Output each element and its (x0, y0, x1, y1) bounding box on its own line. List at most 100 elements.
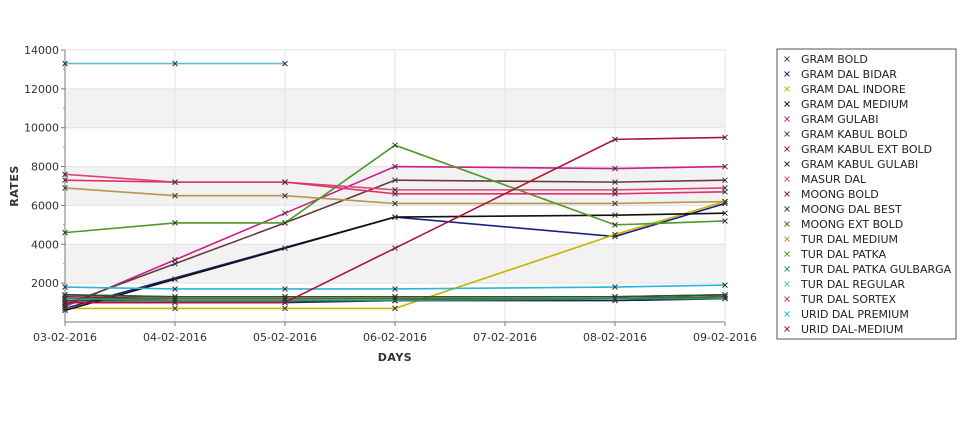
legend-label: GRAM GULABI (801, 113, 879, 126)
legend-label: MOONG DAL BEST (801, 203, 902, 216)
legend-marker (784, 176, 790, 182)
data-point-marker (282, 286, 288, 292)
data-point-marker (172, 179, 178, 185)
data-point-marker (612, 212, 618, 218)
data-point-marker (282, 192, 288, 199)
legend-label: MOONG BOLD (801, 188, 879, 201)
data-point-marker (172, 260, 178, 267)
series-tur-dal-regular (62, 60, 288, 67)
y-tick-label: 4000 (31, 238, 59, 251)
data-point-marker (392, 286, 398, 292)
legend-label: GRAM KABUL GULABI (801, 158, 918, 171)
data-point-marker (392, 214, 398, 220)
data-point-marker (172, 220, 178, 226)
data-point-marker (392, 163, 398, 170)
data-point-marker (392, 190, 398, 197)
series-tur-dal-patka (62, 142, 728, 236)
data-point-marker (62, 177, 68, 184)
data-point-marker (612, 295, 618, 302)
legend-marker (784, 131, 790, 137)
series-line (64, 179, 726, 306)
data-point-marker (282, 299, 288, 306)
y-tick-label: 8000 (31, 161, 59, 174)
data-point-marker (62, 60, 68, 67)
series-line (64, 284, 726, 290)
legend-label: GRAM KABUL BOLD (801, 128, 908, 141)
data-point-marker (722, 295, 728, 302)
legend-marker (784, 116, 790, 122)
legend-marker (784, 251, 790, 257)
data-point-marker (722, 188, 728, 195)
x-tick-label: 06-02-2016 (363, 331, 427, 344)
data-point-marker (62, 185, 68, 191)
legend-label: TUR DAL PATKA (800, 248, 887, 261)
series-line (65, 200, 726, 310)
data-point-marker (612, 200, 618, 207)
legend-box (776, 48, 957, 340)
legend-label: TUR DAL MEDIUM (800, 233, 898, 246)
series-line (64, 202, 726, 310)
data-point-marker (392, 297, 398, 304)
y-tick-label: 2000 (31, 277, 59, 290)
y-tick-label: 14000 (24, 44, 59, 57)
data-point-marker (612, 179, 618, 185)
legend-marker (784, 86, 790, 92)
data-point-marker (392, 142, 398, 149)
legend-label: MOONG EXT BOLD (801, 218, 903, 231)
series-gram-gulabi (62, 163, 728, 310)
legend-label: GRAM BOLD (801, 53, 868, 66)
y-axis-title: RATES (8, 165, 21, 207)
x-axis-title: DAYS (378, 351, 412, 364)
legend-label: GRAM KABUL EXT BOLD (801, 143, 932, 156)
legend-marker (784, 266, 790, 272)
legend-marker (784, 296, 790, 302)
data-point-marker (282, 179, 288, 185)
x-tick-label: 09-02-2016 (693, 331, 757, 344)
data-point-marker (282, 60, 288, 67)
data-point-marker (62, 284, 68, 290)
legend-label: MASUR DAL (801, 173, 867, 186)
data-point-marker (612, 222, 618, 228)
y-tick-label: 10000 (24, 122, 59, 135)
data-point-marker (612, 190, 618, 197)
series-line (64, 173, 726, 191)
legend-marker (784, 281, 790, 287)
data-point-marker (612, 284, 618, 290)
series-line (64, 297, 725, 302)
data-point-marker (172, 276, 178, 283)
legend-label: URID DAL PREMIUM (801, 308, 909, 321)
y-tick-label: 12000 (24, 83, 59, 96)
legend-label: GRAM DAL INDORE (801, 83, 906, 96)
legend-label: GRAM DAL BIDAR (801, 68, 897, 81)
data-point-marker (392, 305, 398, 312)
legend-marker (784, 71, 790, 77)
legend: GRAM BOLD GRAM DAL BIDAR GRAM DAL INDORE GR… (776, 48, 957, 340)
data-point-marker (612, 231, 618, 238)
legend-marker (784, 206, 790, 212)
data-point-marker (172, 60, 178, 67)
data-point-marker (172, 299, 178, 306)
legend-marker (784, 221, 790, 227)
legend-marker (784, 311, 790, 317)
x-tick-label: 08-02-2016 (583, 331, 647, 344)
legend-label: GRAM DAL MEDIUM (801, 98, 908, 111)
legend-marker (784, 236, 790, 242)
data-point-marker (722, 163, 728, 170)
series-tur-dal-medium (62, 185, 728, 207)
x-tick-label: 04-02-2016 (143, 331, 207, 344)
vertical-gridlines (174, 50, 726, 322)
y-tick-labels: 2000 4000 6000 8000 10000 12000 14000 (24, 44, 65, 304)
series-layer (62, 60, 728, 314)
data-point-marker (282, 220, 288, 226)
data-point-marker (392, 200, 398, 207)
data-point-marker (172, 192, 178, 199)
data-point-marker (612, 165, 618, 172)
series-urid-dal-medium (62, 134, 728, 306)
legend-marker (784, 326, 790, 332)
series-line (64, 294, 726, 298)
data-point-marker (722, 198, 728, 205)
data-point-marker (62, 299, 68, 306)
series-line (64, 179, 726, 195)
